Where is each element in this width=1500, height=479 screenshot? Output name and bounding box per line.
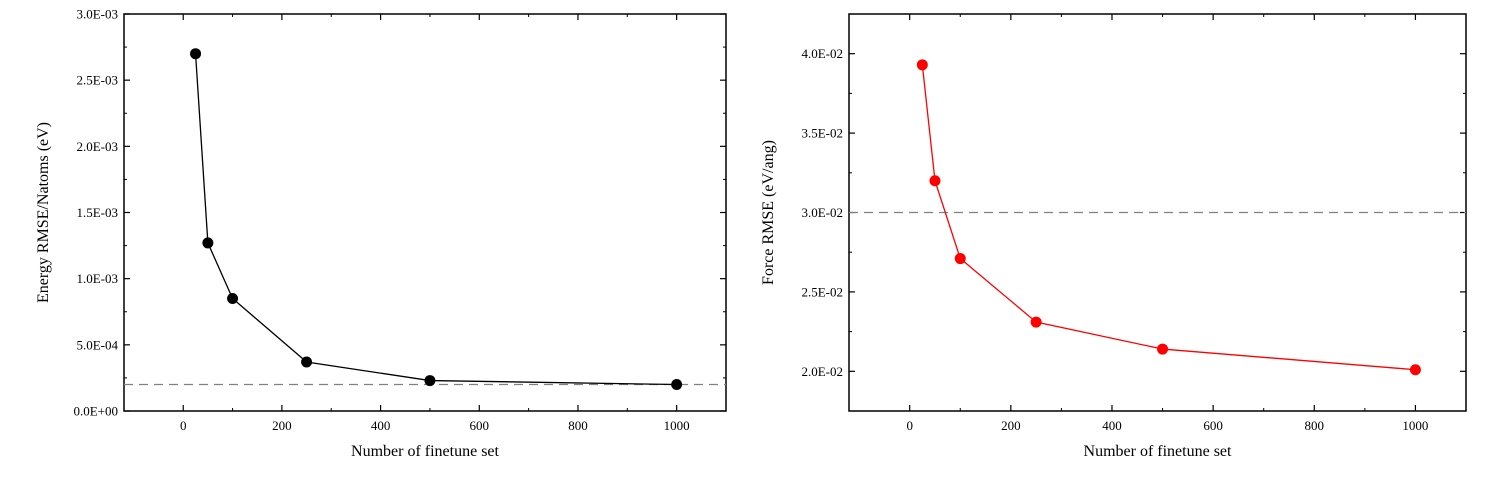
energy-y-tick-label: 0.0E+00 (73, 404, 118, 419)
energy-x-tick-label: 200 (272, 418, 292, 433)
energy-y-tick-label: 3.0E-03 (76, 7, 118, 22)
energy-x-tick-label: 600 (470, 418, 490, 433)
energy-y-axis-label: Energy RMSE/Natoms (eV) (35, 122, 52, 303)
energy-y-tick-label: 1.0E-03 (76, 271, 118, 286)
force-x-tick-label: 1000 (1402, 418, 1428, 433)
energy-x-tick-label: 0 (180, 418, 187, 433)
force-y-tick-label: 3.0E-02 (801, 205, 843, 220)
energy-data-point (190, 48, 202, 60)
force-y-tick-label: 4.0E-02 (801, 46, 843, 61)
energy-x-axis-label: Number of finetune set (351, 443, 500, 460)
energy-y-tick-label: 1.5E-03 (76, 205, 118, 220)
energy-x-tick-label: 800 (568, 418, 588, 433)
energy-x-tick-label: 1000 (664, 418, 690, 433)
energy-y-tick-label: 5.0E-04 (76, 337, 118, 352)
force-x-tick-label: 0 (906, 418, 913, 433)
force-x-axis-label: Number of finetune set (1084, 443, 1233, 460)
energy-data-point (424, 375, 436, 387)
force-y-tick-label: 3.5E-02 (801, 126, 843, 141)
force-data-point (1409, 364, 1421, 376)
energy-data-point (301, 356, 313, 368)
energy-y-tick-label: 2.5E-03 (76, 73, 118, 88)
energy-x-tick-label: 400 (371, 418, 391, 433)
energy-plot-frame (123, 13, 727, 412)
force-x-tick-label: 400 (1102, 418, 1122, 433)
force-data-point (954, 253, 966, 265)
force-series-line (921, 64, 1416, 371)
force-data-point (1157, 343, 1169, 355)
force-y-axis-label: Force RMSE (eV/ang) (760, 140, 777, 285)
force-y-tick-label: 2.0E-02 (801, 364, 843, 379)
force-rmse-chart: 0 200 400 600 800 1000 2.0E-02 2.5E-02 3.0E-02 3.… (760, 13, 1467, 460)
energy-data-point (227, 293, 239, 305)
force-x-tick-label: 600 (1203, 418, 1223, 433)
force-data-point (929, 175, 941, 187)
force-data-point (1030, 316, 1042, 328)
energy-series-line (194, 53, 677, 386)
force-x-tick-label: 800 (1305, 418, 1325, 433)
energy-y-tick-label: 2.0E-03 (76, 139, 118, 154)
energy-rmse-chart: 0 200 400 600 800 1000 0.0E+00 5.0E-04 1.0E-03 1.… (35, 7, 727, 460)
energy-data-point (671, 379, 683, 391)
force-y-tick-label: 2.5E-02 (801, 284, 843, 299)
force-data-point (916, 59, 928, 71)
energy-data-point (202, 237, 214, 249)
force-x-tick-label: 200 (1001, 418, 1021, 433)
